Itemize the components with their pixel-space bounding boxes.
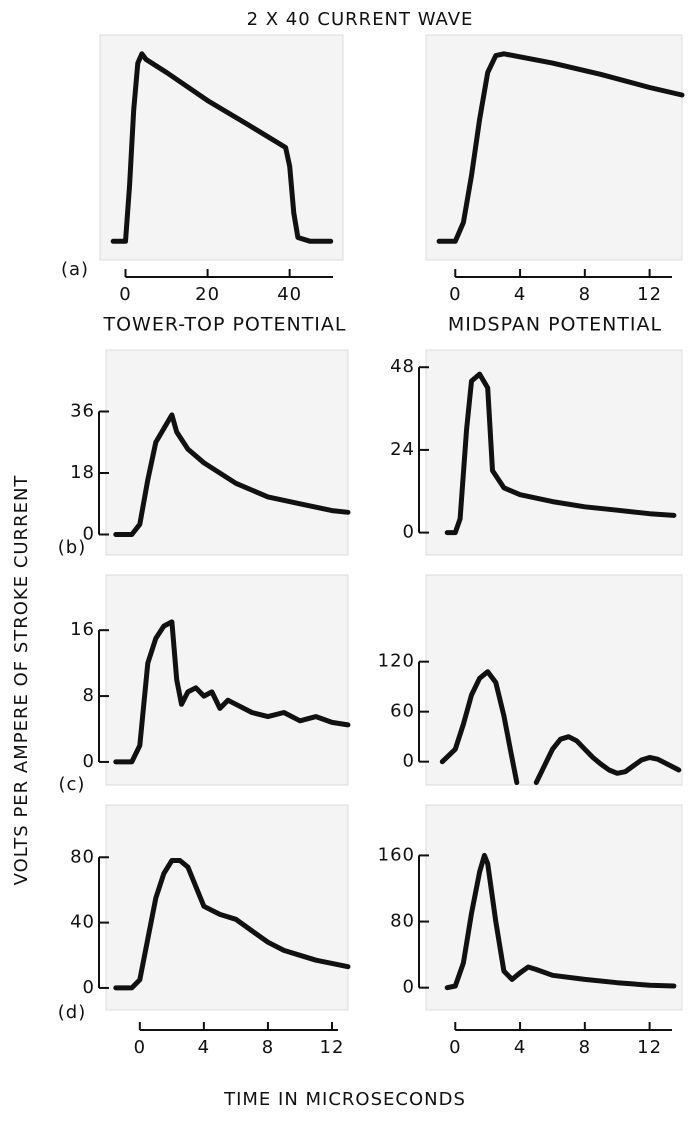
y-tick-label: 0 [83,524,95,545]
plot-background [425,574,683,786]
x-tick-label: 4 [514,1037,526,1058]
trace [439,669,682,785]
x-tick-label: 40 [277,284,302,305]
figure-title: 2 X 40 CURRENT WAVE [247,9,474,30]
trace [113,858,351,991]
y-tick-label: 160 [378,844,415,865]
x-tick-label: 8 [579,1037,591,1058]
y-tick-label: 0 [403,751,415,772]
trace [444,371,677,536]
x-tick-label: 12 [637,1037,662,1058]
panel-label: (a) [61,259,89,280]
y-tick-label: 80 [70,846,95,867]
y-tick-label: 18 [70,462,95,483]
trace [444,852,677,991]
trace [110,51,334,244]
x-tick-label: 4 [514,284,526,305]
y-tick-label: 8 [83,685,95,706]
x-tick-label: 12 [637,284,662,305]
x-tick-label: 12 [320,1037,345,1058]
y-tick-label: 120 [378,651,415,672]
x-tick-label: 0 [449,284,461,305]
x-tick-label: 0 [134,1037,146,1058]
trace [436,51,685,244]
y-axis-title: VOLTS PER AMPERE OF STROKE CURRENT [11,475,32,886]
x-tick-label: 20 [195,284,220,305]
panel-x-title: TOWER-TOP POTENTIAL [103,314,347,336]
x-tick-label: 4 [198,1037,210,1058]
x-tick-label: 8 [262,1037,274,1058]
plot-background [425,34,683,261]
y-tick-label: 0 [403,977,415,998]
y-tick-label: 0 [403,522,415,543]
trace [113,412,351,537]
y-tick-label: 36 [70,401,95,422]
y-tick-label: 0 [83,977,95,998]
x-axis-title: TIME IN MICROSECONDS [223,1089,466,1110]
y-tick-label: 60 [390,701,415,722]
y-tick-label: 40 [70,912,95,933]
y-tick-label: 48 [390,356,415,377]
panel-label: (d) [58,1002,86,1023]
trace [113,619,351,765]
plot-background [105,349,349,556]
plot-background [425,804,683,1011]
panel-x-title: MIDSPAN POTENTIAL [448,314,662,336]
plot-background [105,574,349,786]
x-tick-label: 0 [119,284,131,305]
panel-label: (b) [58,537,86,558]
panel-label: (c) [59,774,86,795]
y-tick-label: 24 [390,439,415,460]
plot-background [105,804,349,1011]
x-tick-label: 0 [449,1037,461,1058]
y-tick-label: 0 [83,751,95,772]
plot-background [99,34,344,261]
y-tick-label: 16 [70,619,95,640]
x-tick-label: 8 [579,284,591,305]
y-tick-label: 80 [390,911,415,932]
